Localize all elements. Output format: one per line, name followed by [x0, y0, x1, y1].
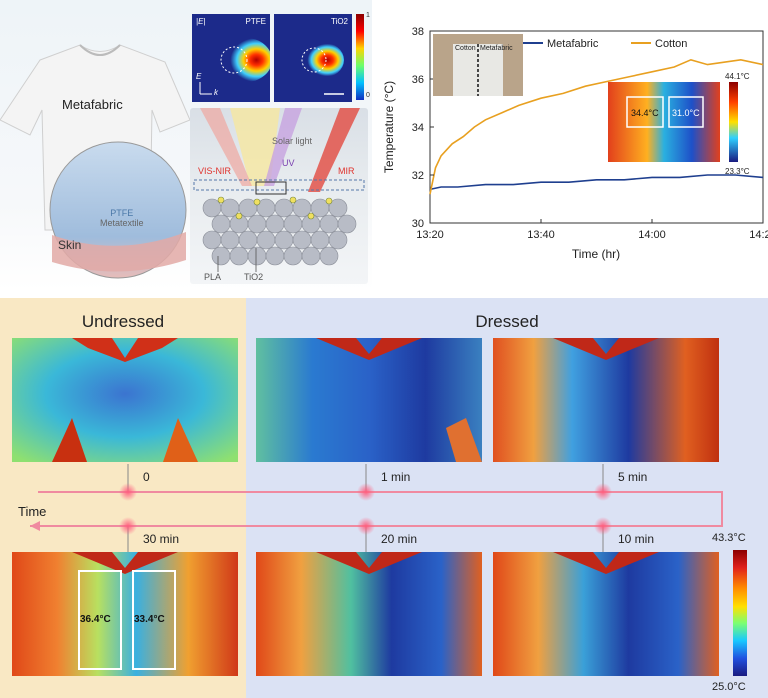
thermal-image-20min-render — [256, 552, 482, 676]
radiation-scheme-drawing — [193, 108, 365, 272]
ptfe-label: PTFE — [110, 208, 134, 218]
y-tick-label: 36 — [412, 74, 424, 86]
inset-photo-metafabric: Metafabric — [480, 45, 513, 52]
schematic-panel: Metafabric PTFE Metatextile Skin |E| PTF… — [0, 0, 372, 290]
thermal-image-30min: 36.4°C 33.4°C — [12, 552, 238, 676]
chart-series — [429, 58, 764, 195]
timeline — [30, 464, 723, 552]
skin-label: Skin — [58, 238, 82, 252]
thermal-image-1min-render — [256, 338, 482, 462]
series-line-metafabric — [429, 174, 764, 191]
axis-e-label: E — [196, 72, 202, 81]
x-tick-label: 14:20 — [749, 229, 768, 241]
field-panel-ptfe-title: PTFE — [245, 17, 266, 26]
x-tick-label: 13:20 — [416, 229, 444, 241]
time-label-30min: 30 min — [143, 532, 180, 546]
field-map-ptfe — [199, 38, 270, 95]
time-label-5min: 5 min — [618, 470, 648, 484]
inset-colorbar-max: 44.1°C — [725, 72, 750, 81]
ptfe-metatextile-label: PTFE Metatextile — [100, 208, 144, 228]
field-colorbar-min: 0 — [366, 92, 370, 99]
chart-ticks: 30 32 34 36 38 13:20 13:40 14:00 14:20 — [412, 26, 768, 241]
inset-colorbar-min: 23.3°C — [725, 167, 750, 176]
thermal-image-0min — [12, 338, 238, 462]
thermal-colorbar — [733, 550, 747, 676]
uv-label: UV — [282, 158, 295, 168]
field-panel-tio2: TiO2 — [274, 14, 352, 102]
y-tick-label: 32 — [412, 170, 424, 182]
time-axis-label: Time — [18, 504, 47, 519]
thermal-image-5min-render — [493, 338, 719, 462]
field-magnitude-symbol: |E| — [196, 17, 206, 26]
thermal-image-10min — [493, 552, 719, 676]
y-axis-label: Temperature (°C) — [382, 81, 396, 173]
roi-temp-left: 36.4°C — [80, 614, 111, 625]
field-panel-tio2-title: TiO2 — [330, 17, 348, 26]
legend-metafabric: Metafabric — [547, 38, 599, 50]
thermal-colorbar-min: 25.0°C — [712, 681, 746, 693]
temperature-chart: 30 32 34 36 38 13:20 13:40 14:00 14:20 Time (hr)… — [382, 26, 768, 261]
mir-label: MIR — [338, 166, 355, 176]
axis-k-label: k — [214, 88, 218, 97]
thermal-image-5min — [493, 338, 719, 462]
solar-light-label: Solar light — [272, 136, 313, 146]
thermal-image-1min — [256, 338, 482, 462]
inset-photo: Cotton Metafabric — [433, 34, 523, 96]
y-tick-label: 38 — [412, 26, 424, 38]
thermal-colorbar-max: 43.3°C — [712, 532, 746, 544]
thermal-image-10min-render — [493, 552, 719, 676]
time-label-10min: 10 min — [618, 532, 655, 546]
time-label-20min: 20 min — [381, 532, 418, 546]
roi-box-right — [132, 570, 176, 670]
inset-photo-cotton: Cotton — [455, 45, 476, 52]
field-map-tio2 — [300, 42, 344, 95]
metatextile-label: Metatextile — [100, 218, 144, 228]
inset-colorbar — [729, 82, 738, 162]
dressed-label: Dressed — [475, 312, 539, 331]
time-label-1min: 1 min — [381, 470, 411, 484]
field-colorbar-max: 1 — [366, 12, 370, 19]
y-tick-label: 30 — [412, 218, 424, 230]
series-line-cotton — [429, 58, 764, 195]
tio2-label: TiO2 — [244, 272, 264, 282]
thermal-image-20min — [256, 552, 482, 676]
undressed-label: Undressed — [81, 312, 165, 331]
thermal-image-0min-render — [12, 338, 238, 462]
roi-box-left — [78, 570, 122, 670]
y-tick-label: 34 — [412, 122, 424, 134]
pla-label: PLA — [204, 272, 222, 282]
chart-legend: Metafabric Cotton — [523, 38, 687, 50]
inset-thermal: 34.4°C 31.0°C 44.1°C 23.3°C — [608, 72, 750, 176]
thermal-sequence-panel: Undressed Dressed — [0, 298, 768, 698]
inset-roi-metafabric: 31.0°C — [672, 108, 700, 118]
metafabric-label: Metafabric — [62, 97, 123, 112]
x-axis-label: Time (hr) — [572, 247, 620, 261]
x-tick-label: 14:00 — [638, 229, 666, 241]
field-colorbar — [356, 14, 364, 100]
thermal-image-30min-render — [12, 552, 238, 676]
time-label-0: 0 — [143, 470, 150, 484]
vis-nir-label: VIS-NIR — [198, 166, 232, 176]
radiation-scheme-box: Solar light VIS-NIR UV MIR PLA TiO2 — [190, 108, 368, 284]
legend-cotton: Cotton — [655, 38, 687, 50]
roi-temp-right: 33.4°C — [134, 614, 165, 625]
inset-roi-cotton: 34.4°C — [631, 108, 659, 118]
x-tick-label: 13:40 — [527, 229, 555, 241]
fabric-zoom-circle — [49, 141, 187, 279]
field-panel-ptfe: |E| PTFE E k — [192, 14, 270, 102]
